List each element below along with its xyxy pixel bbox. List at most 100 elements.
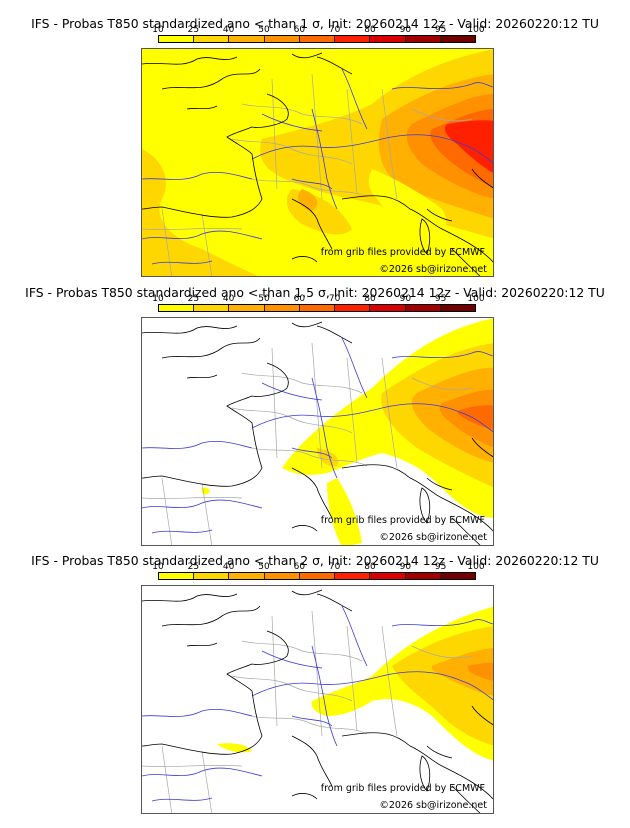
legend-color-swatch — [335, 573, 371, 579]
legend-tick-label: 80 — [364, 25, 376, 35]
coastline — [291, 793, 318, 800]
coastline — [471, 168, 493, 189]
river — [151, 529, 213, 534]
legend-color-swatch — [440, 36, 475, 42]
probability-contour — [317, 448, 339, 467]
admin-border — [142, 497, 243, 499]
admin-border-layer — [142, 342, 473, 545]
coastline — [426, 745, 453, 759]
river — [391, 82, 493, 90]
legend-tick-label: 90 — [399, 294, 412, 304]
coastline — [341, 464, 493, 532]
probability-contour — [368, 169, 447, 249]
legend-tick-label: 25 — [187, 294, 200, 304]
river — [142, 230, 263, 240]
river — [391, 619, 493, 627]
coastline — [142, 593, 238, 602]
coastline — [291, 256, 318, 263]
admin-border — [271, 78, 278, 190]
credit-copyright: ©2026 sb@irizone.net — [379, 800, 487, 811]
coastline — [316, 56, 353, 75]
panel-title: IFS - Probas T850 standardized ano < tha… — [31, 16, 599, 31]
admin-border — [161, 208, 173, 276]
probability-map: from grib files provided by ECMWF ©2026 … — [141, 585, 494, 814]
coastline — [291, 52, 323, 59]
coastline — [161, 68, 261, 90]
panel-title: IFS - Probas T850 standardized ano < tha… — [31, 553, 599, 568]
legend-tick-label: 95 — [434, 294, 447, 304]
coastline — [186, 374, 218, 379]
admin-border — [201, 750, 213, 813]
legend-tick-label: 40 — [222, 294, 235, 304]
legend-tick-label: 70 — [328, 294, 341, 304]
coastline-layer — [142, 321, 493, 545]
coastline — [316, 325, 353, 344]
coastline — [341, 195, 493, 263]
admin-border — [142, 228, 243, 230]
admin-border — [251, 178, 368, 198]
river-layer — [142, 337, 493, 534]
legend-tick-label: 40 — [222, 562, 235, 572]
admin-border — [161, 477, 173, 545]
legend-tick-label: 50 — [258, 25, 270, 35]
legend-color-swatch — [335, 305, 371, 311]
river — [151, 260, 213, 265]
credit-source: from grib files provided by ECMWF — [320, 515, 485, 526]
coastline — [142, 630, 289, 755]
coastline — [186, 105, 218, 110]
admin-border — [411, 108, 473, 122]
river-layer — [142, 68, 493, 265]
river — [142, 708, 253, 717]
coastline — [451, 517, 481, 545]
legend-color-swatch — [299, 305, 336, 311]
legend-tick-label: 95 — [434, 25, 447, 35]
admin-border — [231, 407, 353, 434]
legend-tick-label: 80 — [364, 294, 376, 304]
probability-contour — [467, 662, 493, 681]
credit-source: from grib files provided by ECMWF — [320, 783, 485, 794]
admin-border — [411, 377, 473, 391]
river — [142, 171, 253, 180]
legend-color-swatch — [299, 36, 336, 42]
admin-border-layer — [142, 73, 473, 276]
legend-tick-label: 70 — [328, 25, 341, 35]
river — [341, 605, 368, 667]
admin-border — [346, 625, 358, 732]
probability-field — [142, 49, 493, 276]
legend-color-swatch — [264, 36, 300, 42]
river — [311, 377, 338, 479]
legend-tick-label: 100 — [467, 25, 485, 35]
legend-tick-label: 90 — [399, 25, 412, 35]
coastline — [471, 437, 493, 458]
river — [142, 767, 263, 777]
legend-color-swatch — [370, 36, 406, 42]
admin-border — [201, 213, 213, 276]
forecast-panel-1sigma: IFS - Probas T850 standardized ano < tha… — [0, 0, 630, 277]
river-layer — [142, 605, 493, 802]
probability-map: from grib files provided by ECMWF ©2026 … — [141, 48, 494, 277]
river — [291, 178, 333, 190]
coastline — [142, 93, 289, 218]
coastline-layer — [142, 52, 493, 276]
legend-color-swatch — [159, 573, 195, 579]
forecast-panel-1.5sigma: IFS - Probas T850 standardized ano < tha… — [0, 0, 630, 546]
probability-contour — [457, 405, 493, 430]
probability-legend-bar — [158, 572, 476, 580]
legend-tick-label: 60 — [293, 25, 306, 35]
admin-border — [381, 357, 398, 469]
legend-tick-label: 100 — [467, 562, 485, 572]
river — [261, 113, 323, 132]
legend-color-swatch — [440, 573, 475, 579]
river — [261, 382, 323, 401]
coastline — [161, 605, 261, 627]
river — [291, 715, 333, 727]
admin-border — [161, 745, 173, 813]
legend-color-swatch — [229, 573, 265, 579]
river — [381, 671, 493, 701]
river — [142, 440, 253, 449]
coastline — [426, 208, 453, 222]
legend-color-swatch — [194, 36, 230, 42]
river — [311, 645, 338, 747]
admin-border — [271, 615, 278, 727]
legend-tick-label: 10 — [152, 294, 164, 304]
